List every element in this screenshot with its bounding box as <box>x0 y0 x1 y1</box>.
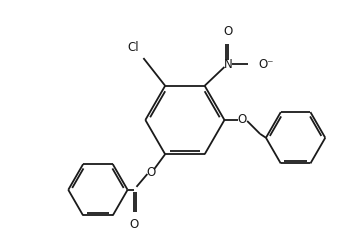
Text: O: O <box>147 165 156 178</box>
Text: O: O <box>238 114 247 126</box>
Text: O⁻: O⁻ <box>258 58 274 70</box>
Text: N: N <box>224 58 233 70</box>
Text: Cl: Cl <box>128 41 139 54</box>
Text: O: O <box>224 25 233 38</box>
Text: O: O <box>129 218 138 232</box>
